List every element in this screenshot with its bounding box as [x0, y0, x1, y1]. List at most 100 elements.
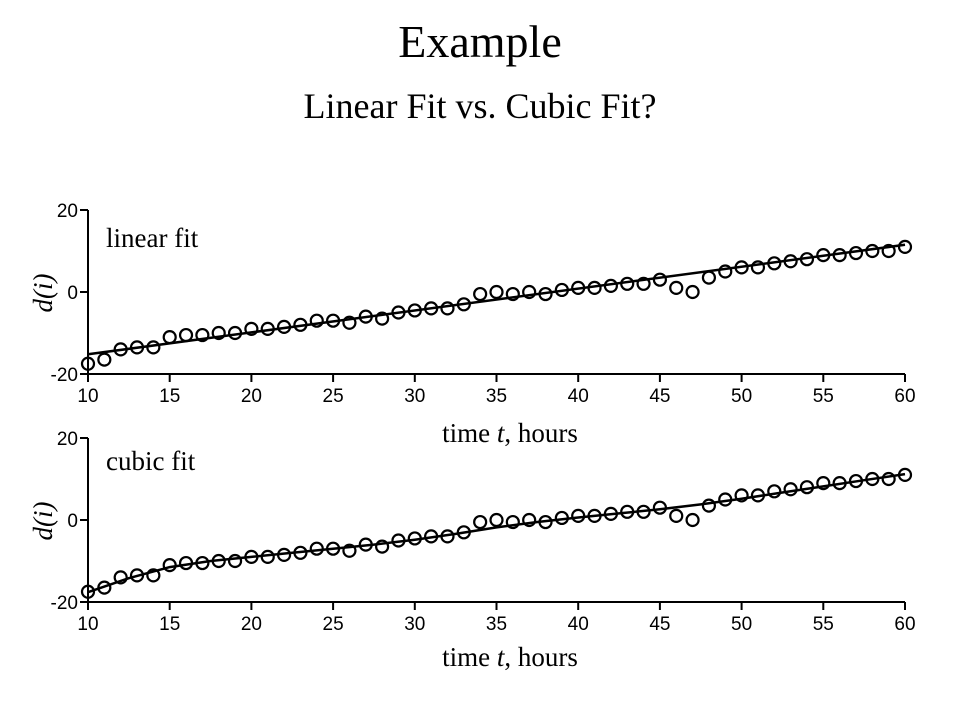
data-point [211, 553, 226, 569]
data-point [407, 531, 422, 546]
data-point [783, 254, 798, 269]
x-tick-label: 40 [568, 386, 589, 407]
slide-title: Example [398, 16, 562, 67]
data-point [391, 533, 406, 548]
data-point [244, 321, 259, 336]
fit-line [87, 472, 906, 594]
data-point [881, 471, 896, 487]
data-point [587, 508, 602, 524]
x-tick-label: 25 [323, 614, 344, 635]
plot-panel-1: 10 15 20 25 30 35 40 45 50 55 60 20 0 -20 linear fit d(… [28, 201, 916, 448]
data-point [358, 537, 373, 552]
data-point [669, 508, 684, 524]
data-point [146, 568, 161, 583]
data-point [538, 514, 553, 530]
data-point [146, 340, 161, 355]
data-point [211, 325, 226, 341]
data-point [620, 504, 635, 519]
data-point [522, 284, 537, 300]
data-point [865, 471, 880, 487]
data-point [309, 313, 324, 328]
data-point [375, 311, 390, 326]
data-point [538, 286, 553, 302]
slide-subtitle: Linear Fit vs. Cubic Fit? [303, 86, 657, 126]
data-point [162, 330, 177, 345]
data-point [227, 325, 243, 341]
x-tick-label: 10 [77, 614, 98, 635]
data-point [799, 252, 815, 267]
data-point [816, 248, 831, 263]
data-point [178, 555, 194, 571]
data-point [113, 342, 128, 357]
data-point [276, 547, 292, 562]
x-tick-label: 55 [813, 614, 834, 635]
data-point [734, 260, 749, 275]
data-point [669, 280, 684, 295]
data-point [276, 319, 292, 334]
data-point [881, 243, 896, 259]
data-point [293, 317, 308, 332]
data-point [734, 488, 749, 503]
y-tick-label: -20 [51, 593, 78, 614]
data-point [897, 467, 913, 482]
data-point [244, 549, 259, 565]
data-point [195, 327, 210, 343]
data-point [391, 305, 406, 320]
data-point [424, 301, 439, 316]
x-tick-label: 25 [323, 386, 344, 407]
data-point [456, 297, 471, 312]
x-tick-label: 10 [77, 386, 98, 407]
x-tick-label: 15 [159, 614, 180, 635]
data-point [767, 484, 782, 499]
data-point [571, 280, 586, 295]
x-tick-label: 50 [731, 614, 752, 635]
data-point [326, 541, 341, 556]
data-point [260, 321, 275, 336]
data-point [505, 514, 520, 530]
plot-panel-2: 10 15 20 25 30 35 40 45 50 55 60 20 0 -20 cubic fit d(i… [28, 429, 916, 672]
data-point [489, 284, 504, 300]
x-tick-label: 55 [813, 386, 834, 407]
x-tick-label: 60 [894, 614, 915, 635]
data-point [178, 327, 194, 343]
data-point [685, 512, 700, 528]
data-point [97, 352, 112, 367]
data-point [832, 476, 847, 491]
x-tick-label: 35 [486, 386, 507, 407]
data-point [701, 498, 717, 513]
data-point [636, 276, 651, 291]
data-point [767, 256, 782, 271]
data-point [718, 264, 733, 279]
data-point [701, 270, 717, 285]
data-point [342, 543, 357, 558]
y-tick-label: 20 [57, 201, 78, 222]
data-point [848, 245, 864, 261]
data-point [113, 570, 128, 585]
data-point [342, 315, 357, 330]
y-axis-label: d(i) [28, 501, 58, 540]
x-axis-label: time t, hours [442, 642, 578, 672]
y-tick-label: -20 [51, 365, 78, 386]
data-point [897, 239, 913, 254]
data-point [522, 512, 537, 528]
x-tick-label: 60 [894, 386, 915, 407]
x-tick-label: 50 [731, 386, 752, 407]
data-point [799, 480, 815, 495]
data-point [162, 557, 177, 573]
data-point [848, 473, 864, 489]
data-point [456, 525, 471, 540]
y-tick-label: 0 [67, 511, 78, 532]
data-point [816, 476, 831, 491]
y-tick-label: 0 [67, 283, 78, 304]
fit-annotation: cubic fit [106, 446, 196, 476]
data-point [473, 514, 488, 530]
x-tick-label: 40 [568, 614, 589, 635]
data-point [80, 584, 96, 599]
data-point [440, 301, 455, 316]
data-point [603, 506, 618, 521]
data-point [832, 248, 847, 263]
data-point [440, 529, 455, 544]
x-tick-label: 20 [241, 386, 262, 407]
data-point [554, 510, 569, 526]
